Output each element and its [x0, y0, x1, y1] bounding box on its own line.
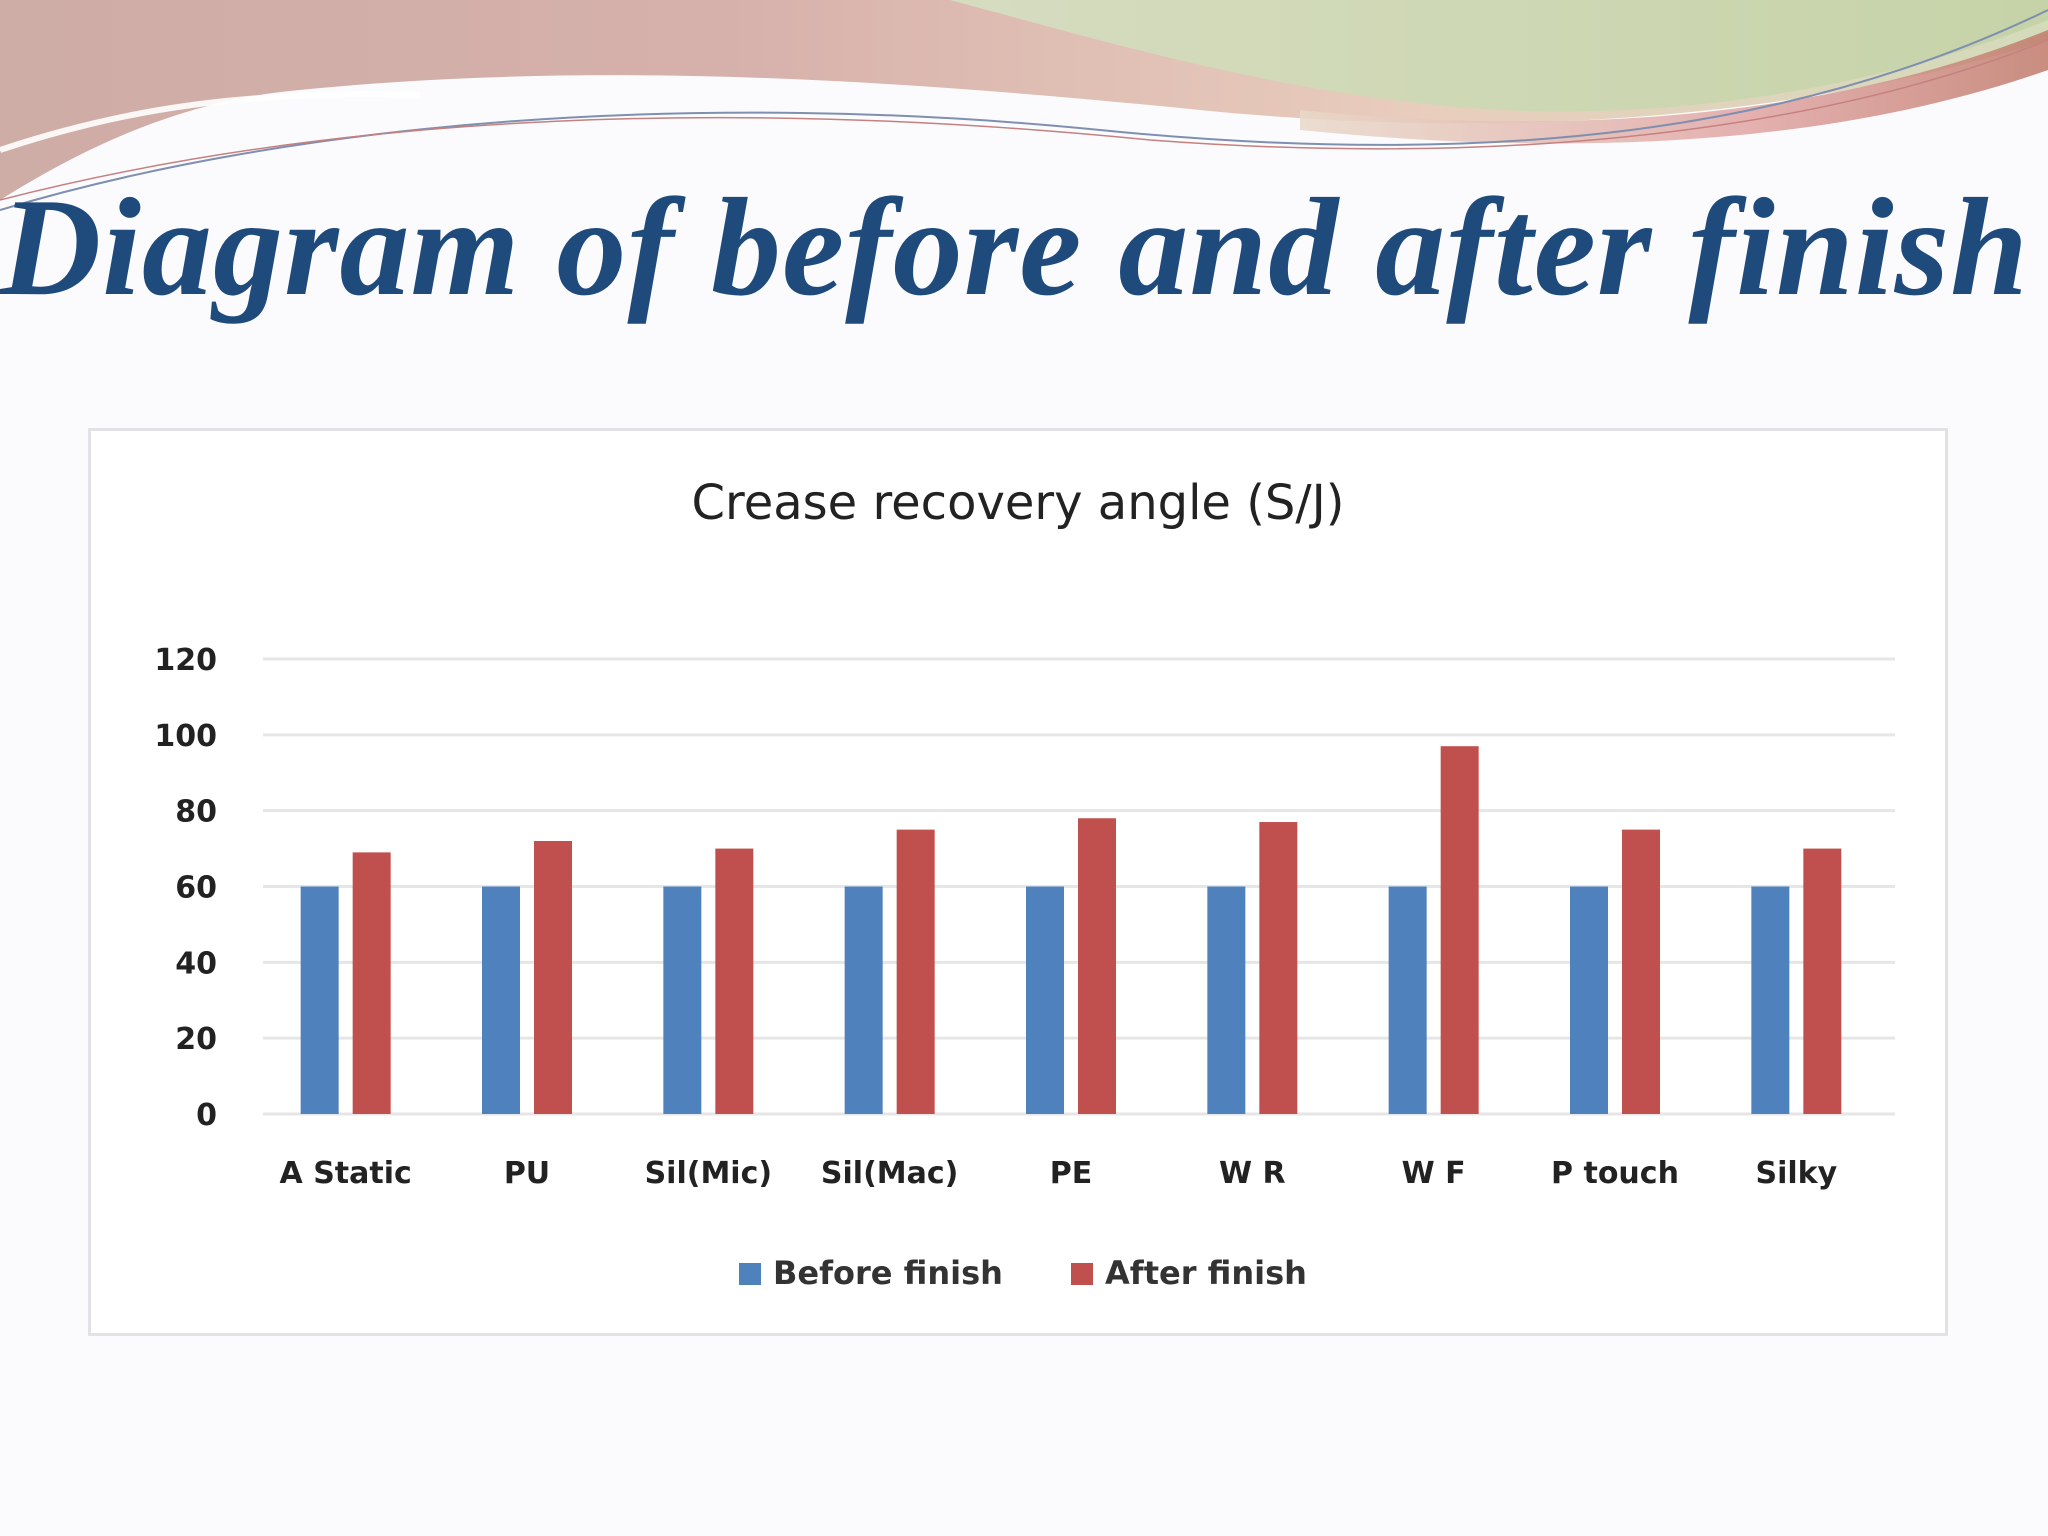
bar-before-finish — [482, 886, 520, 1114]
y-tick-label: 60 — [175, 871, 217, 906]
bars — [300, 746, 1842, 1114]
bar-before-finish — [1207, 886, 1246, 1114]
bar-before-finish — [1388, 886, 1427, 1114]
decorative-banner — [0, 0, 2048, 211]
bar-after-finish — [1622, 829, 1660, 1114]
bar-after-finish — [1803, 848, 1842, 1114]
x-category-label: A Static — [280, 1156, 412, 1191]
x-category-label: P touch — [1551, 1156, 1679, 1191]
x-category-label: W R — [1219, 1156, 1286, 1191]
chart-title: Crease recovery angle (S/J) — [692, 475, 1345, 531]
bar-before-finish — [1751, 886, 1790, 1114]
bar-before-finish — [300, 886, 339, 1114]
legend-label: Before finish — [773, 1254, 1003, 1292]
x-category-label: PE — [1050, 1156, 1092, 1191]
x-category-label: Silky — [1755, 1156, 1837, 1191]
y-tick-label: 80 — [175, 795, 217, 830]
bar-after-finish — [715, 848, 754, 1114]
y-tick-label: 0 — [196, 1098, 217, 1133]
bar-before-finish — [1026, 886, 1064, 1114]
y-tick-label: 120 — [154, 643, 217, 678]
bar-after-finish — [1440, 746, 1479, 1114]
legend: Before finish After finish — [739, 1254, 1307, 1292]
bar-chart: Crease recovery angle (S/J) 0 20 40 60 80 100… — [154, 475, 1895, 1292]
y-tick-label: 40 — [175, 946, 217, 981]
x-category-label: W F — [1402, 1156, 1466, 1191]
bar-before-finish — [1570, 886, 1608, 1114]
bar-after-finish — [896, 829, 935, 1114]
bar-after-finish — [1078, 818, 1116, 1114]
legend-label: After finish — [1105, 1254, 1307, 1292]
chart-container: Crease recovery angle (S/J) 0 20 40 60 80 100… — [88, 428, 1948, 1336]
bar-after-finish — [352, 852, 391, 1114]
y-axis-ticks: 0 20 40 60 80 100 120 — [154, 643, 217, 1133]
bar-before-finish — [844, 886, 883, 1114]
y-tick-label: 20 — [175, 1022, 217, 1057]
bar-after-finish — [534, 841, 572, 1114]
bar-before-finish — [663, 886, 702, 1114]
legend-swatch — [739, 1263, 761, 1285]
bar-after-finish — [1259, 822, 1298, 1114]
x-category-label: Sil(Mic) — [645, 1156, 773, 1191]
x-axis-labels: A Static PU Sil(Mic) Sil(Mac) PE W R W F P touc… — [280, 1156, 1838, 1191]
x-category-label: PU — [504, 1156, 550, 1191]
slide-title: Diagram of before and after finish — [0, 170, 2029, 325]
x-category-label: Sil(Mac) — [821, 1156, 958, 1191]
y-tick-label: 100 — [154, 719, 217, 754]
legend-swatch — [1071, 1263, 1093, 1285]
